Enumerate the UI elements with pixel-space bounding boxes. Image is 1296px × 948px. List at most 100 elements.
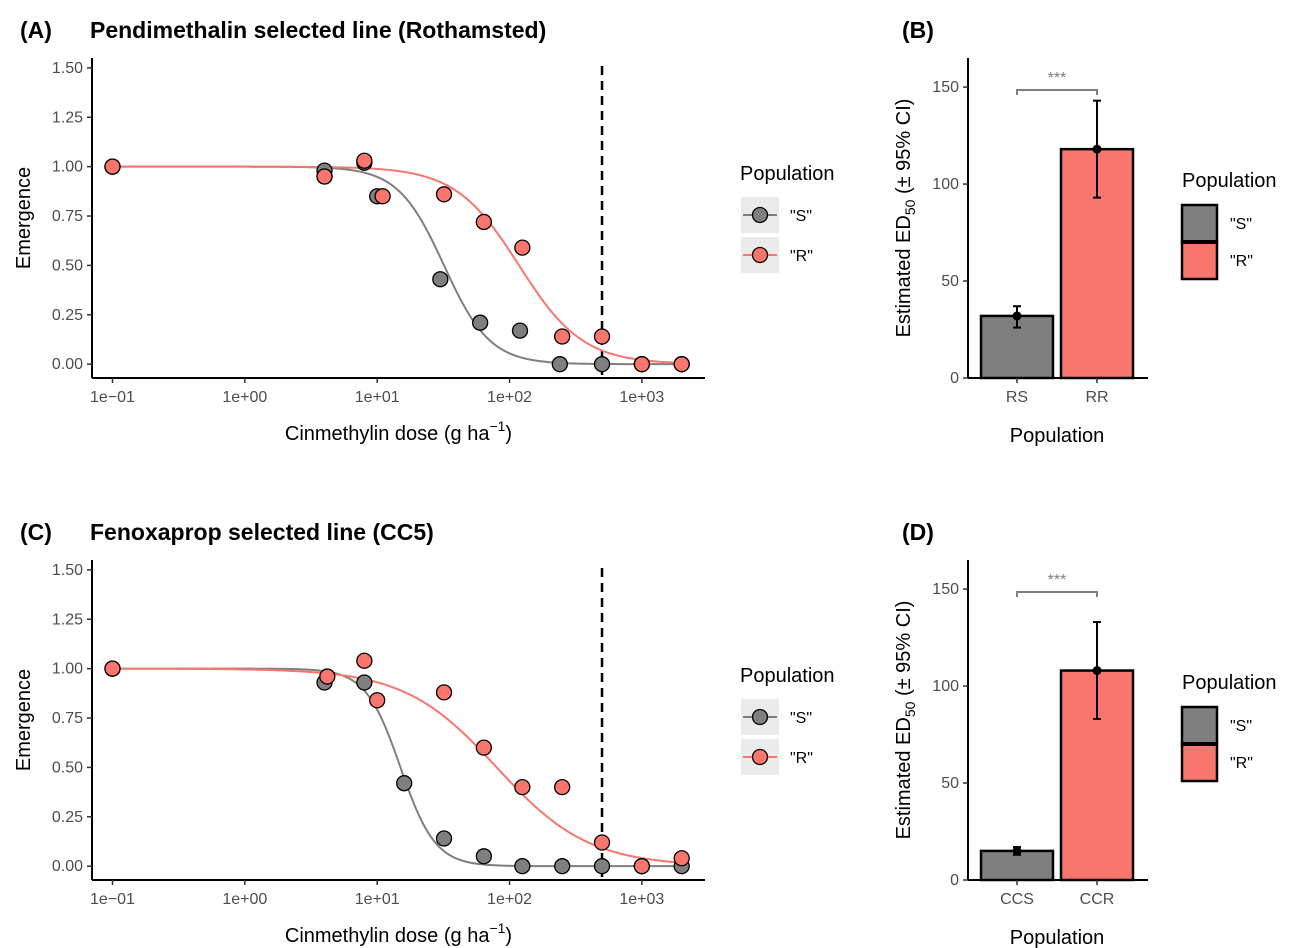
data-point-r xyxy=(554,328,571,345)
data-point-s xyxy=(432,271,449,288)
legend: Population "S" "R" xyxy=(740,665,835,775)
data-point-s xyxy=(356,674,373,691)
estimate-point xyxy=(1012,846,1022,856)
data-point-r xyxy=(356,152,373,169)
y-axis-label: Estimated ED50 (± 95% CI) xyxy=(893,99,918,338)
panel-label: (D) xyxy=(902,519,934,545)
panel-c: (C) Fenoxaprop selected line (CC5) 0.00 0.2… xyxy=(13,519,835,947)
x-axis-label: Population xyxy=(1010,425,1105,447)
data-point-r xyxy=(673,850,690,867)
data-point-r xyxy=(593,834,611,851)
x-axis-label-main: Cinmethylin dose (g ha xyxy=(285,925,490,947)
legend-title: Population xyxy=(740,163,835,185)
x-tick-label: 1e−01 xyxy=(90,389,135,406)
legend-key-point xyxy=(751,246,769,264)
legend-label: "R" xyxy=(1230,253,1253,270)
y-tick-label: 0.50 xyxy=(52,759,83,776)
legend-title: Population xyxy=(1182,672,1277,694)
legend-title: Population xyxy=(740,665,835,687)
data-point-r xyxy=(554,779,571,796)
legend-key-point xyxy=(751,748,769,766)
x-tick-label: 1e+03 xyxy=(619,891,664,908)
x-axis-label-main: Cinmethylin dose (g ha xyxy=(285,423,490,445)
data-point-r xyxy=(593,328,611,345)
legend-label: "S" xyxy=(790,710,812,727)
y-tick-label: 0.75 xyxy=(52,208,83,225)
data-point-r xyxy=(319,668,336,685)
y-tick-label: 0.00 xyxy=(52,356,83,373)
data-point-r xyxy=(435,684,453,701)
y-tick-label: 150 xyxy=(932,581,959,598)
panel-title: Fenoxaprop selected line (CC5) xyxy=(90,519,434,545)
data-point-r xyxy=(435,186,453,203)
y-tick-label: 0.00 xyxy=(52,858,83,875)
data-point-r xyxy=(369,692,386,709)
y-axis-label-subscript: 50 xyxy=(902,199,918,215)
data-point-s xyxy=(472,314,489,331)
data-point-r xyxy=(374,188,391,205)
x-tick-label: 1e−01 xyxy=(90,891,135,908)
data-point-r xyxy=(633,356,651,373)
data-point-r xyxy=(673,356,690,373)
x-axis-label: Cinmethylin dose (g ha−1) xyxy=(285,920,512,947)
x-tick-label: RR xyxy=(1085,389,1108,406)
y-tick-label: 150 xyxy=(932,79,959,96)
y-axis-label-tail: (± 95% CI) xyxy=(893,601,915,702)
x-axis-label-close: ) xyxy=(505,423,512,445)
x-tick-label: 1e+02 xyxy=(487,891,532,908)
x-axis-label-superscript: −1 xyxy=(489,418,505,434)
significance-bracket xyxy=(1016,89,1098,95)
x-tick-label: 1e+00 xyxy=(222,891,267,908)
legend: Population "S" "R" xyxy=(1180,170,1277,281)
x-axis-label-close: ) xyxy=(505,925,512,947)
y-tick-label: 1.00 xyxy=(52,159,83,176)
estimate-point xyxy=(1092,144,1102,154)
y-axis-label: Estimated ED50 (± 95% CI) xyxy=(893,601,918,840)
data-point-r xyxy=(104,158,121,175)
legend-title: Population xyxy=(1182,170,1277,192)
x-tick-label: 1e+01 xyxy=(355,389,400,406)
legend: Population "S" "R" xyxy=(740,163,835,273)
legend-key-s xyxy=(1180,705,1219,746)
fit-curve-r xyxy=(112,667,682,864)
x-tick-label: CCS xyxy=(1000,891,1034,908)
y-tick-label: 100 xyxy=(932,176,959,193)
data-point-r xyxy=(514,239,531,256)
legend-label: "R" xyxy=(790,248,813,265)
y-tick-label: 0 xyxy=(950,370,959,387)
y-tick-label: 0.25 xyxy=(52,307,83,324)
x-tick-label: 1e+03 xyxy=(619,389,664,406)
data-point-r xyxy=(356,652,373,669)
data-point-s xyxy=(593,356,611,373)
y-axis-label-main: Estimated ED xyxy=(893,215,915,337)
y-tick-label: 1.00 xyxy=(52,661,83,678)
panel-b: (B) 0 50 100 150 RS RR *** Population Estimated E… xyxy=(893,17,1277,447)
panel-a: (A) Pendimethalin selected line (Rothamst… xyxy=(13,17,835,445)
y-tick-label: 50 xyxy=(941,273,959,290)
legend-label: "S" xyxy=(1230,216,1252,233)
data-point-r xyxy=(475,213,493,231)
y-axis-label: Emergence xyxy=(13,167,35,269)
data-point-s xyxy=(593,858,611,875)
legend-key-point xyxy=(751,206,769,224)
bar-s xyxy=(979,849,1055,882)
data-point-s xyxy=(554,858,571,875)
y-axis-label: Emergence xyxy=(13,669,35,771)
significance-label: *** xyxy=(1048,572,1067,589)
estimate-point xyxy=(1092,666,1102,676)
fit-curve-s xyxy=(112,667,682,868)
legend-key-r xyxy=(1180,240,1219,281)
legend-key-point xyxy=(751,708,769,726)
y-tick-label: 1.25 xyxy=(52,109,83,126)
legend-key-s xyxy=(1180,203,1219,244)
y-tick-label: 0.75 xyxy=(52,710,83,727)
data-point-r xyxy=(475,739,493,756)
legend-label: "R" xyxy=(1230,755,1253,772)
data-point-s xyxy=(396,775,413,792)
x-axis-label-superscript: −1 xyxy=(489,920,505,936)
x-tick-label: 1e+00 xyxy=(222,389,267,406)
data-point-r xyxy=(316,168,333,185)
x-tick-label: 1e+01 xyxy=(355,891,400,908)
y-tick-label: 0.50 xyxy=(52,257,83,274)
